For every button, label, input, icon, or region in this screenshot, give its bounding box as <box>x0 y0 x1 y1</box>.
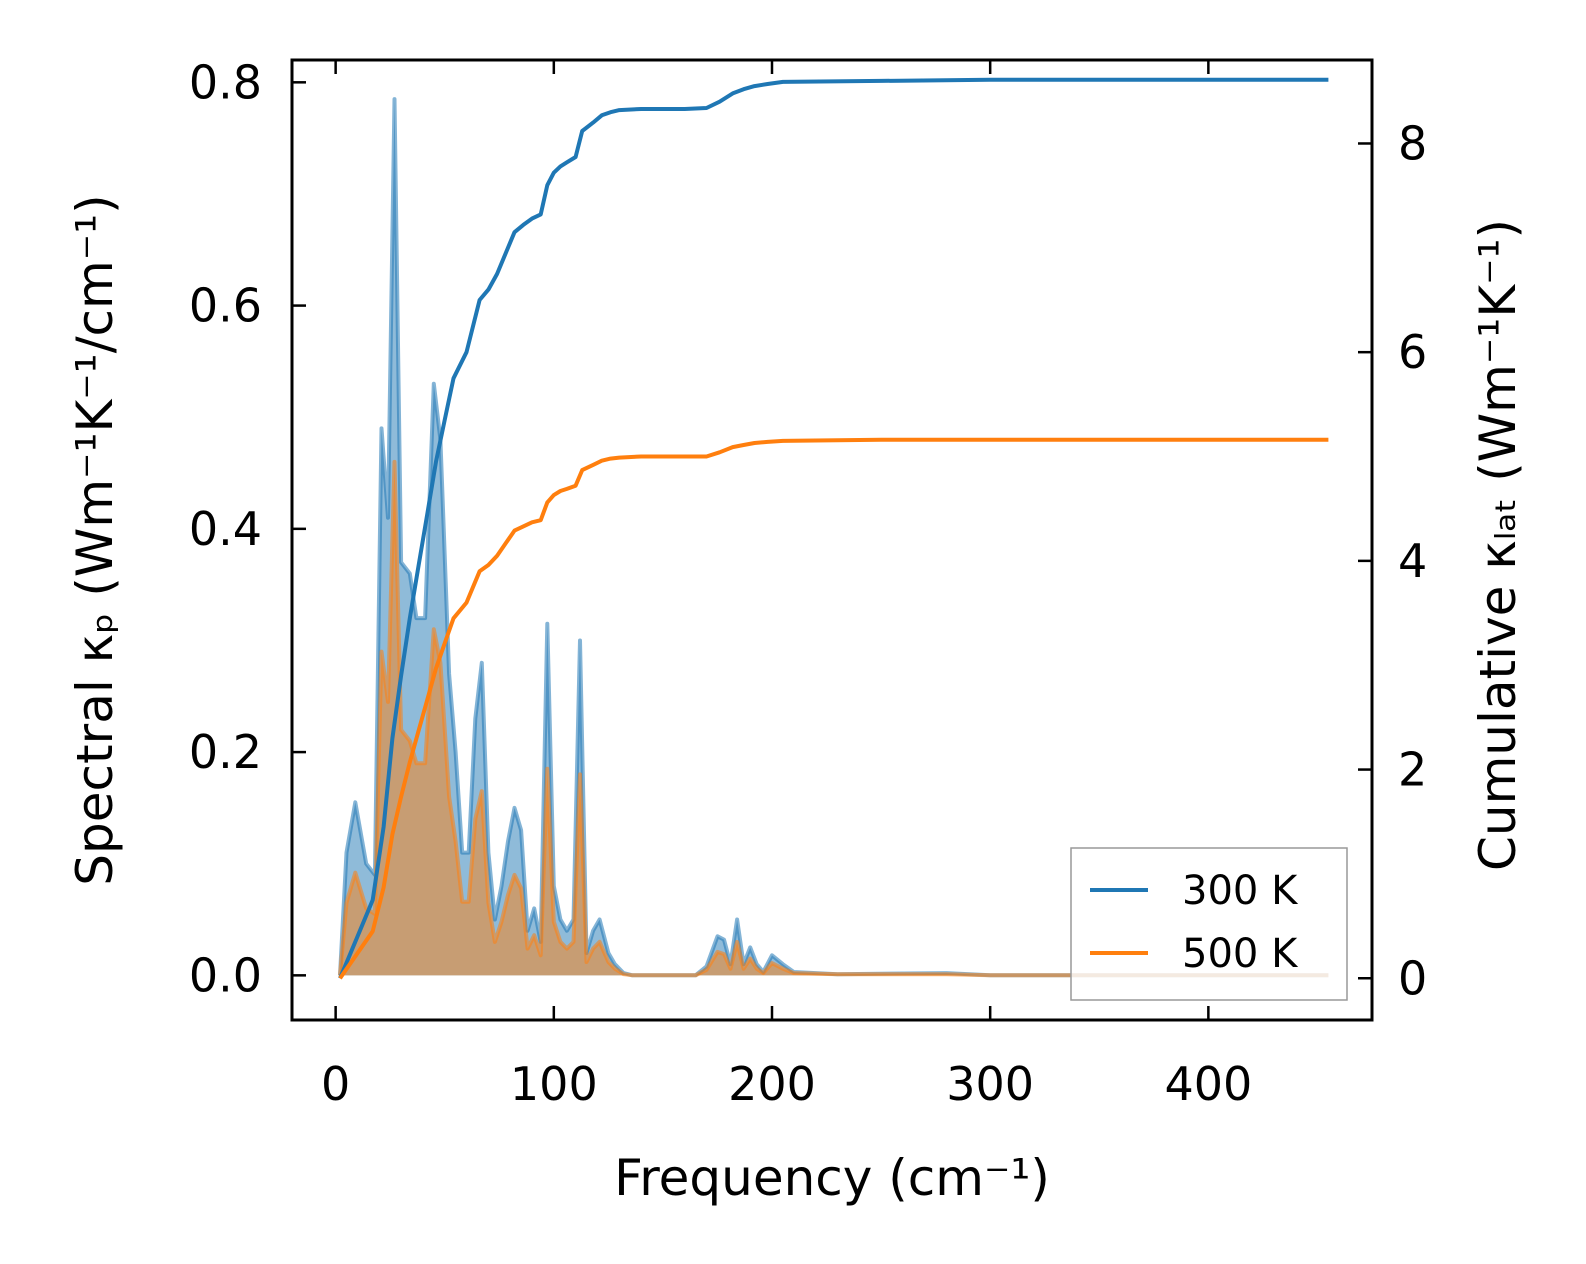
spectral-fill-group <box>338 97 1329 978</box>
x-tick-label: 300 <box>946 1057 1034 1111</box>
legend-label-300k: 300 K <box>1182 868 1299 914</box>
legend-label-500k: 500 K <box>1182 931 1299 977</box>
cumulative-line-300k <box>338 77 1329 980</box>
y-tick-label-left: 0.6 <box>189 279 262 333</box>
y-tick-label-left: 0.2 <box>189 725 262 779</box>
spectral-edge-500k <box>338 459 1329 978</box>
curves-group <box>338 77 1329 980</box>
spectral-area-500k <box>340 461 1329 976</box>
y-tick-label-left: 0.8 <box>189 55 262 109</box>
y-tick-label-right: 2 <box>1398 743 1427 797</box>
cumulative-line-500k <box>338 437 1329 980</box>
y-tick-label-left: 0.0 <box>189 948 262 1002</box>
y-tick-label-right: 6 <box>1398 325 1427 379</box>
legend-box <box>1070 847 1348 1001</box>
x-tick-label: 200 <box>728 1057 816 1111</box>
x-tick-label: 400 <box>1164 1057 1252 1111</box>
ticks-group: 0 100 200 300 400 0.0 0.2 0.4 0.6 0.8 0 2 4 6 8 <box>189 55 1427 1111</box>
legend: 300 K 500 K <box>1070 847 1348 1001</box>
y-tick-label-left: 0.4 <box>189 502 262 556</box>
y-tick-label-right: 0 <box>1398 951 1427 1005</box>
spectral-edge-300k <box>338 97 1329 978</box>
y-axis-right-label: Cumulative κₗₐₜ (Wm⁻¹K⁻¹) <box>1469 219 1527 871</box>
x-tick-label: 0 <box>321 1057 350 1111</box>
plot-frame <box>290 58 1374 1022</box>
y-tick-label-right: 8 <box>1398 116 1427 170</box>
x-tick-label: 100 <box>510 1057 598 1111</box>
y-axis-left-label: Spectral κₚ (Wm⁻¹K⁻¹/cm⁻¹) <box>66 194 124 885</box>
y-tick-label-right: 4 <box>1398 534 1427 588</box>
x-axis-label: Frequency (cm⁻¹) <box>614 1149 1050 1207</box>
